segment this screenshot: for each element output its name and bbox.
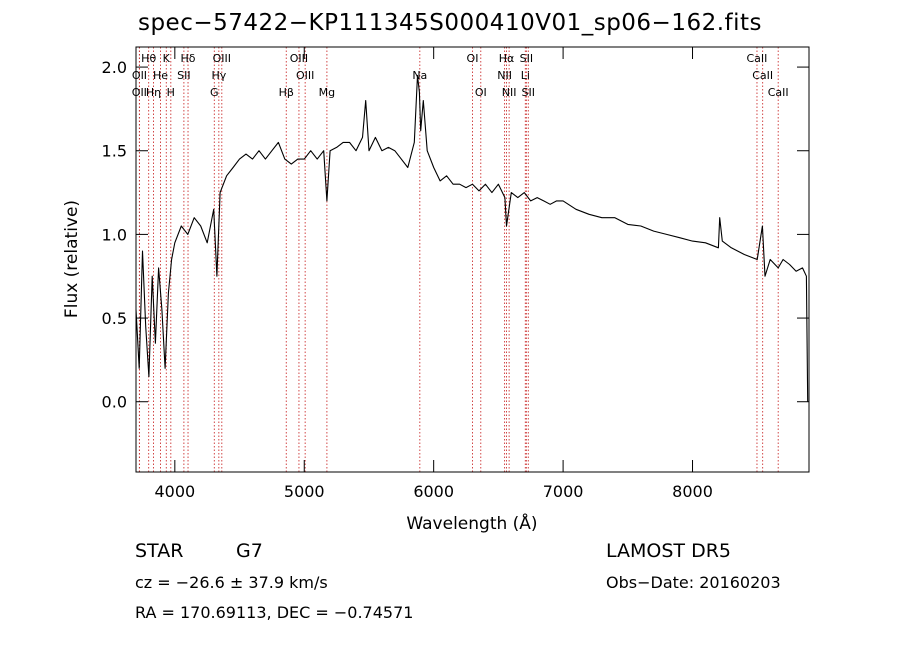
line-label: K [163,52,171,65]
spectrum-line [135,74,809,402]
line-label: Hβ [279,86,294,99]
y-tick-label: 0.5 [102,309,127,328]
line-label: SII [522,86,535,99]
line-label: Hδ [181,52,196,65]
object-class: STAR [135,540,184,562]
spectral-line-markers [138,47,779,472]
line-label: Hη [146,86,161,99]
y-tick-label: 0.0 [102,393,127,412]
line-label: CaII [747,52,768,65]
x-tick-label: 6000 [413,482,454,501]
x-axis-label: Wavelength (Å) [406,512,537,534]
redshift-velocity: cz = −26.6 ± 37.9 km/s [135,573,328,592]
line-label: OIII [296,69,314,82]
ra-dec: RA = 170.69113, DEC = −0.74571 [135,603,414,622]
line-label: OII [132,86,147,99]
line-label: Li [521,69,530,82]
x-tick-label: 5000 [284,482,325,501]
y-tick-label: 1.5 [102,142,127,161]
line-label: Hθ [141,52,156,65]
x-tick-label: 8000 [672,482,713,501]
line-label: SII [520,52,533,65]
line-label: G [210,86,219,99]
chart-title: spec−57422−KP111345S000410V01_sp06−162.f… [137,10,763,36]
line-label: OI [467,52,479,65]
line-label: NII [502,86,517,99]
line-label: OIII [290,52,308,65]
line-label: CaII [752,69,773,82]
line-label: Hγ [211,69,226,82]
plot-frame [135,46,810,473]
x-tick-label: 7000 [543,482,584,501]
x-tick-label: 4000 [154,482,195,501]
line-label: OII [132,69,147,82]
y-axis-label: Flux (relative) [62,200,82,318]
y-tick-label: 2.0 [102,58,127,77]
line-label: OI [475,86,487,99]
y-tick-label: 1.0 [102,225,127,244]
line-label: Hα [499,52,515,65]
axis-ticks: 4000 5000 6000 7000 8000 0.0 0.5 1.0 1.5 2.0 [102,47,809,501]
line-label: OIII [213,52,231,65]
object-subclass: G7 [236,540,263,562]
line-label: Mg [319,86,335,99]
line-label: SII [177,69,190,82]
survey-name: LAMOST DR5 [606,540,731,562]
line-labels: Hθ K Hδ OIII OIII OI Hα SII CaII OII He SII Hγ OIII Na… [132,52,789,99]
line-label: H [167,86,175,99]
line-label: NII [497,69,512,82]
line-label: CaII [768,86,789,99]
observation-date: Obs−Date: 20160203 [606,573,781,592]
line-label: He [153,69,168,82]
line-label: Na [412,69,427,82]
